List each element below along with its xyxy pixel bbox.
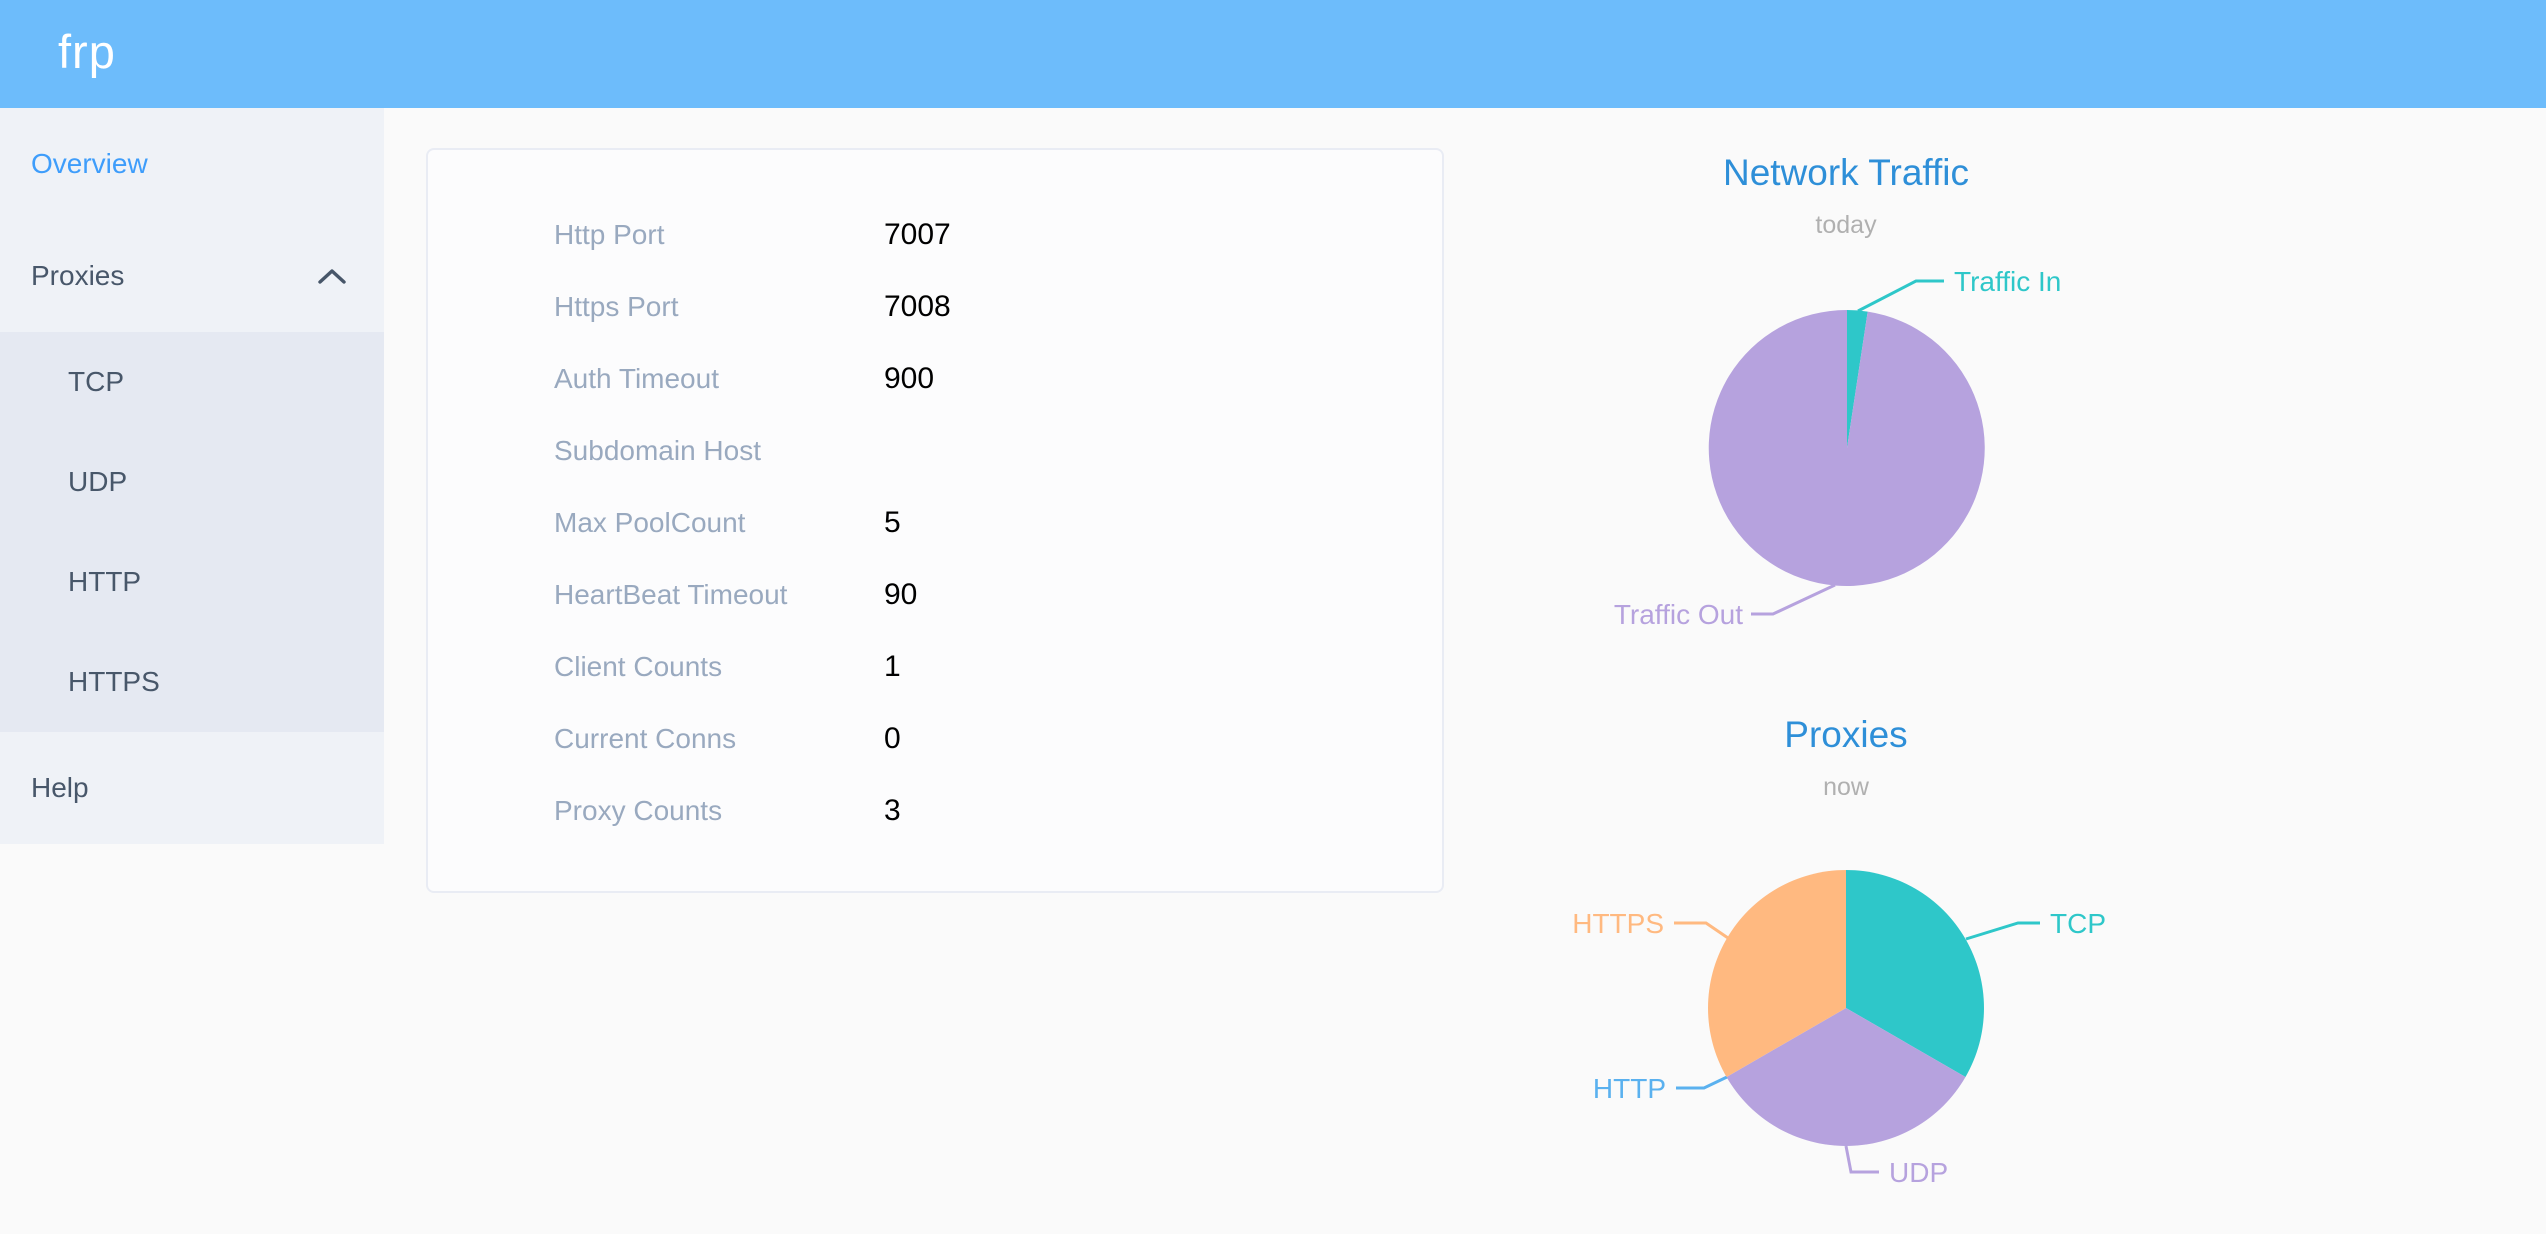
- header-bar: frp: [0, 0, 2546, 108]
- config-row-label: Subdomain Host: [554, 435, 762, 466]
- server-config-card: Http Port 7007 Https Port 7008 Auth Timeout 9…: [426, 148, 1444, 893]
- proxies-chart-title: Proxies: [1784, 714, 1908, 755]
- sidebar-item-label: HTTPS: [68, 666, 160, 697]
- app-logo: frp: [58, 25, 116, 78]
- pie-label-tcp: TCP: [2050, 908, 2106, 939]
- sidebar-item-proxies[interactable]: Proxies: [0, 220, 384, 332]
- sidebar: Overview Proxies TCP UDP HTTP HTTPS Help: [0, 108, 384, 844]
- sidebar-item-label: TCP: [68, 366, 124, 397]
- config-row-label: Max PoolCount: [554, 507, 746, 538]
- proxies-chart-subtitle: now: [1823, 773, 1869, 801]
- config-row: Auth Timeout 900: [428, 343, 1442, 415]
- config-row-label: Current Conns: [554, 723, 737, 754]
- config-row: HeartBeat Timeout 90: [428, 559, 1442, 631]
- pie-label-line-tcp: [1965, 921, 2040, 941]
- pie-slice-traffic-out: [1708, 309, 1985, 586]
- sidebar-item-overview[interactable]: Overview: [0, 108, 384, 220]
- sidebar-item-https[interactable]: HTTPS: [0, 632, 384, 732]
- config-row-value: 1: [884, 650, 901, 683]
- pie-label-line-traffic-in: [1857, 279, 1944, 313]
- sidebar-item-label: Proxies: [31, 260, 125, 291]
- sidebar-item-udp[interactable]: UDP: [0, 432, 384, 532]
- pie-label-line-http: [1676, 1075, 1728, 1090]
- config-row-value: 7008: [884, 290, 951, 323]
- chevron-up-icon[interactable]: [318, 268, 346, 285]
- config-row: Current Conns 0: [428, 703, 1442, 775]
- config-row-value: 5: [884, 506, 901, 539]
- server-config-rows: Http Port 7007 Https Port 7008 Auth Timeout 9…: [428, 199, 1442, 847]
- sidebar-item-help[interactable]: Help: [0, 732, 384, 844]
- sidebar-item-tcp[interactable]: TCP: [0, 332, 384, 432]
- config-row-value: 0: [884, 722, 901, 755]
- pie-label-udp: UDP: [1889, 1157, 1948, 1188]
- proxies-submenu: TCP UDP HTTP HTTPS: [0, 332, 384, 732]
- pie-slice-https: [1708, 870, 1846, 1077]
- config-row-value: 90: [884, 578, 918, 611]
- config-row-label: HeartBeat Timeout: [554, 579, 788, 610]
- sidebar-item-label: HTTP: [68, 566, 142, 597]
- pie-slice-traffic-in: [1847, 310, 1868, 448]
- pie-slice-tcp: [1846, 870, 1984, 1077]
- pie-label-line-udp: [1844, 1145, 1879, 1174]
- pie-label-http: HTTP: [1593, 1073, 1666, 1104]
- config-row-label: Proxy Counts: [554, 795, 723, 826]
- config-row: Https Port 7008: [428, 271, 1442, 343]
- pie-label-traffic-in: Traffic In: [1954, 266, 2061, 297]
- config-row-label: Https Port: [554, 291, 679, 322]
- pie-label-line-https: [1674, 921, 1729, 940]
- config-row: Proxy Counts 3: [428, 775, 1442, 847]
- pie-slice-udp: [1726, 1008, 1966, 1146]
- config-row: Client Counts 1: [428, 631, 1442, 703]
- pie-label-line-traffic-out: [1751, 583, 1836, 616]
- pie-label-https: HTTPS: [1572, 908, 1664, 939]
- config-row-value: 3: [884, 794, 901, 827]
- network-traffic-title: Network Traffic: [1722, 152, 1970, 193]
- config-row-label: Client Counts: [554, 651, 723, 682]
- sidebar-item-label: Overview: [31, 148, 148, 179]
- pie-label-traffic-out: Traffic Out: [1614, 599, 1743, 630]
- sidebar-item-label: Help: [31, 772, 89, 803]
- config-row-value: 7007: [884, 218, 951, 251]
- config-row: Http Port 7007: [428, 199, 1442, 271]
- sidebar-item-http[interactable]: HTTP: [0, 532, 384, 632]
- config-row-label: Auth Timeout: [554, 363, 719, 394]
- sidebar-item-label: UDP: [68, 466, 128, 497]
- network-traffic-subtitle: today: [1815, 211, 1877, 239]
- config-row-label: Http Port: [554, 219, 665, 250]
- config-row: Subdomain Host: [428, 415, 1442, 487]
- config-row-value: 900: [884, 362, 935, 395]
- config-row: Max PoolCount 5: [428, 487, 1442, 559]
